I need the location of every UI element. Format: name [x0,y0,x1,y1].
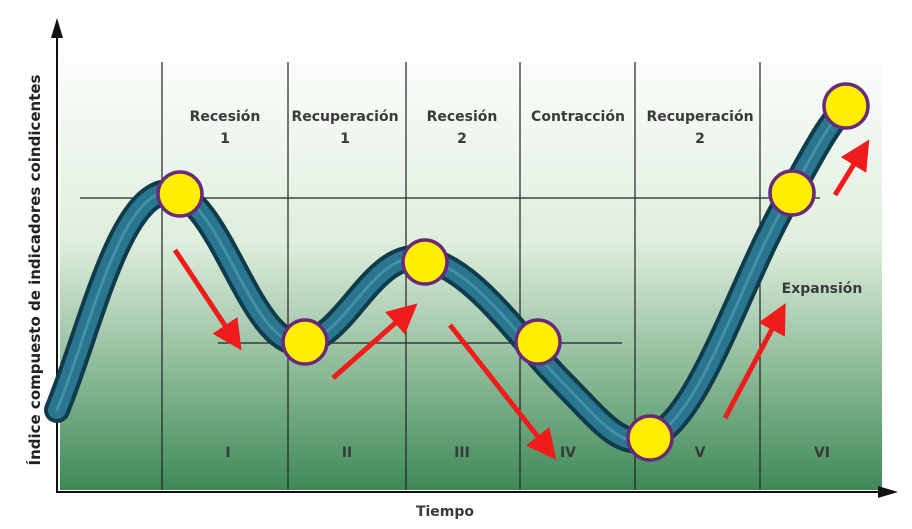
phase-label: Recuperación 1 [291,109,398,147]
stage-labels: I II III IV V VI [225,445,830,461]
phase-label: Recesión 2 [427,109,498,147]
phase-label: Contracción [531,109,625,125]
y-axis-label: Índice compuesto de indicadores coindice… [25,74,44,465]
x-axis-label: Tiempo [416,504,474,520]
phase-label: Recesión 1 [190,109,261,147]
arrows [172,139,870,460]
stage-label: VI [814,445,830,461]
stage-label: IV [560,445,576,461]
stage-label: II [342,445,352,461]
markers [156,82,870,462]
annotation: Expansión [782,281,863,297]
stage-label: I [225,445,230,461]
stage-label: III [454,445,470,461]
stage-label: V [695,445,706,461]
phase-labels: Recesión 1 Recuperación 1 Recesión 2 Contra… [190,109,754,147]
phase-label: Recuperación 2 [646,109,753,147]
